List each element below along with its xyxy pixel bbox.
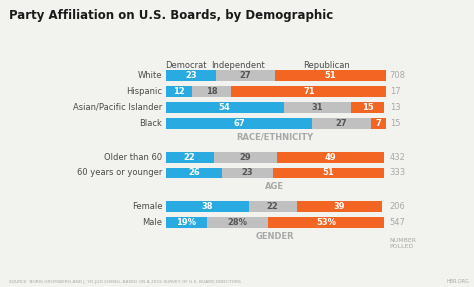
Bar [165,102,283,113]
Bar [268,217,384,228]
Bar [222,168,273,179]
Text: 19%: 19% [176,218,196,227]
Text: 547: 547 [390,218,406,227]
Text: AGE: AGE [265,183,284,191]
Text: 51: 51 [325,71,337,80]
Text: Female: Female [132,202,162,211]
Bar [165,70,216,81]
Bar [231,86,386,97]
Bar [165,118,312,129]
Text: Hispanic: Hispanic [126,87,162,96]
Text: 7: 7 [376,119,382,128]
Bar [165,217,207,228]
Text: 23: 23 [185,71,197,80]
Bar [275,70,386,81]
Text: 51: 51 [323,168,334,177]
Text: RACE/ETHNICITY: RACE/ETHNICITY [237,133,313,142]
Text: 29: 29 [239,153,251,162]
Text: SOURCE  BORIS GROYSBERG AND J. YO-JUD CHENG, BASED ON A 2015 SURVEY OF U.S. BOAR: SOURCE BORIS GROYSBERG AND J. YO-JUD CHE… [9,280,241,284]
Text: 31: 31 [312,103,323,112]
Text: 60 years or younger: 60 years or younger [77,168,162,177]
Text: 22: 22 [267,202,279,211]
Text: Democrat: Democrat [165,61,207,70]
Bar [249,201,297,212]
Bar [216,70,275,81]
Bar [283,102,352,113]
Text: 12: 12 [173,87,184,96]
Bar [192,86,231,97]
Text: 15: 15 [390,119,400,128]
Text: GENDER: GENDER [255,232,294,241]
Text: HBR.ORG: HBR.ORG [447,279,469,284]
Text: 39: 39 [334,202,345,211]
Text: 18: 18 [206,87,217,96]
Text: Older than 60: Older than 60 [104,153,162,162]
Text: NUMBER
POLLED: NUMBER POLLED [390,238,417,249]
Text: 49: 49 [325,153,337,162]
Text: Asian/Pacific Islander: Asian/Pacific Islander [73,103,162,112]
Text: 13: 13 [390,103,401,112]
Bar [214,152,277,162]
Text: 17: 17 [390,87,401,96]
Text: 23: 23 [242,168,254,177]
Text: 27: 27 [336,119,347,128]
Text: 71: 71 [303,87,315,96]
Text: Party Affiliation on U.S. Boards, by Demographic: Party Affiliation on U.S. Boards, by Dem… [9,9,334,22]
Bar [277,152,384,162]
Text: 26: 26 [188,168,200,177]
Text: 38: 38 [201,202,213,211]
Text: 27: 27 [239,71,251,80]
Bar [207,217,268,228]
Text: 22: 22 [184,153,195,162]
Bar [371,118,386,129]
Bar [312,118,371,129]
Bar [352,102,384,113]
Bar [297,201,382,212]
Text: 15: 15 [362,103,374,112]
Bar [273,168,384,179]
Text: 53%: 53% [316,218,337,227]
Text: White: White [138,71,162,80]
Text: Male: Male [142,218,162,227]
Text: Black: Black [139,119,162,128]
Text: 28%: 28% [228,218,248,227]
Text: Republican: Republican [303,61,350,70]
Text: 206: 206 [390,202,406,211]
Bar [165,201,249,212]
Text: 54: 54 [219,103,230,112]
Bar [165,168,222,179]
Text: 333: 333 [390,168,406,177]
Text: 708: 708 [390,71,406,80]
Bar [165,152,214,162]
Bar [165,86,192,97]
Text: Independent: Independent [211,61,264,70]
Text: 67: 67 [233,119,245,128]
Text: 432: 432 [390,153,406,162]
